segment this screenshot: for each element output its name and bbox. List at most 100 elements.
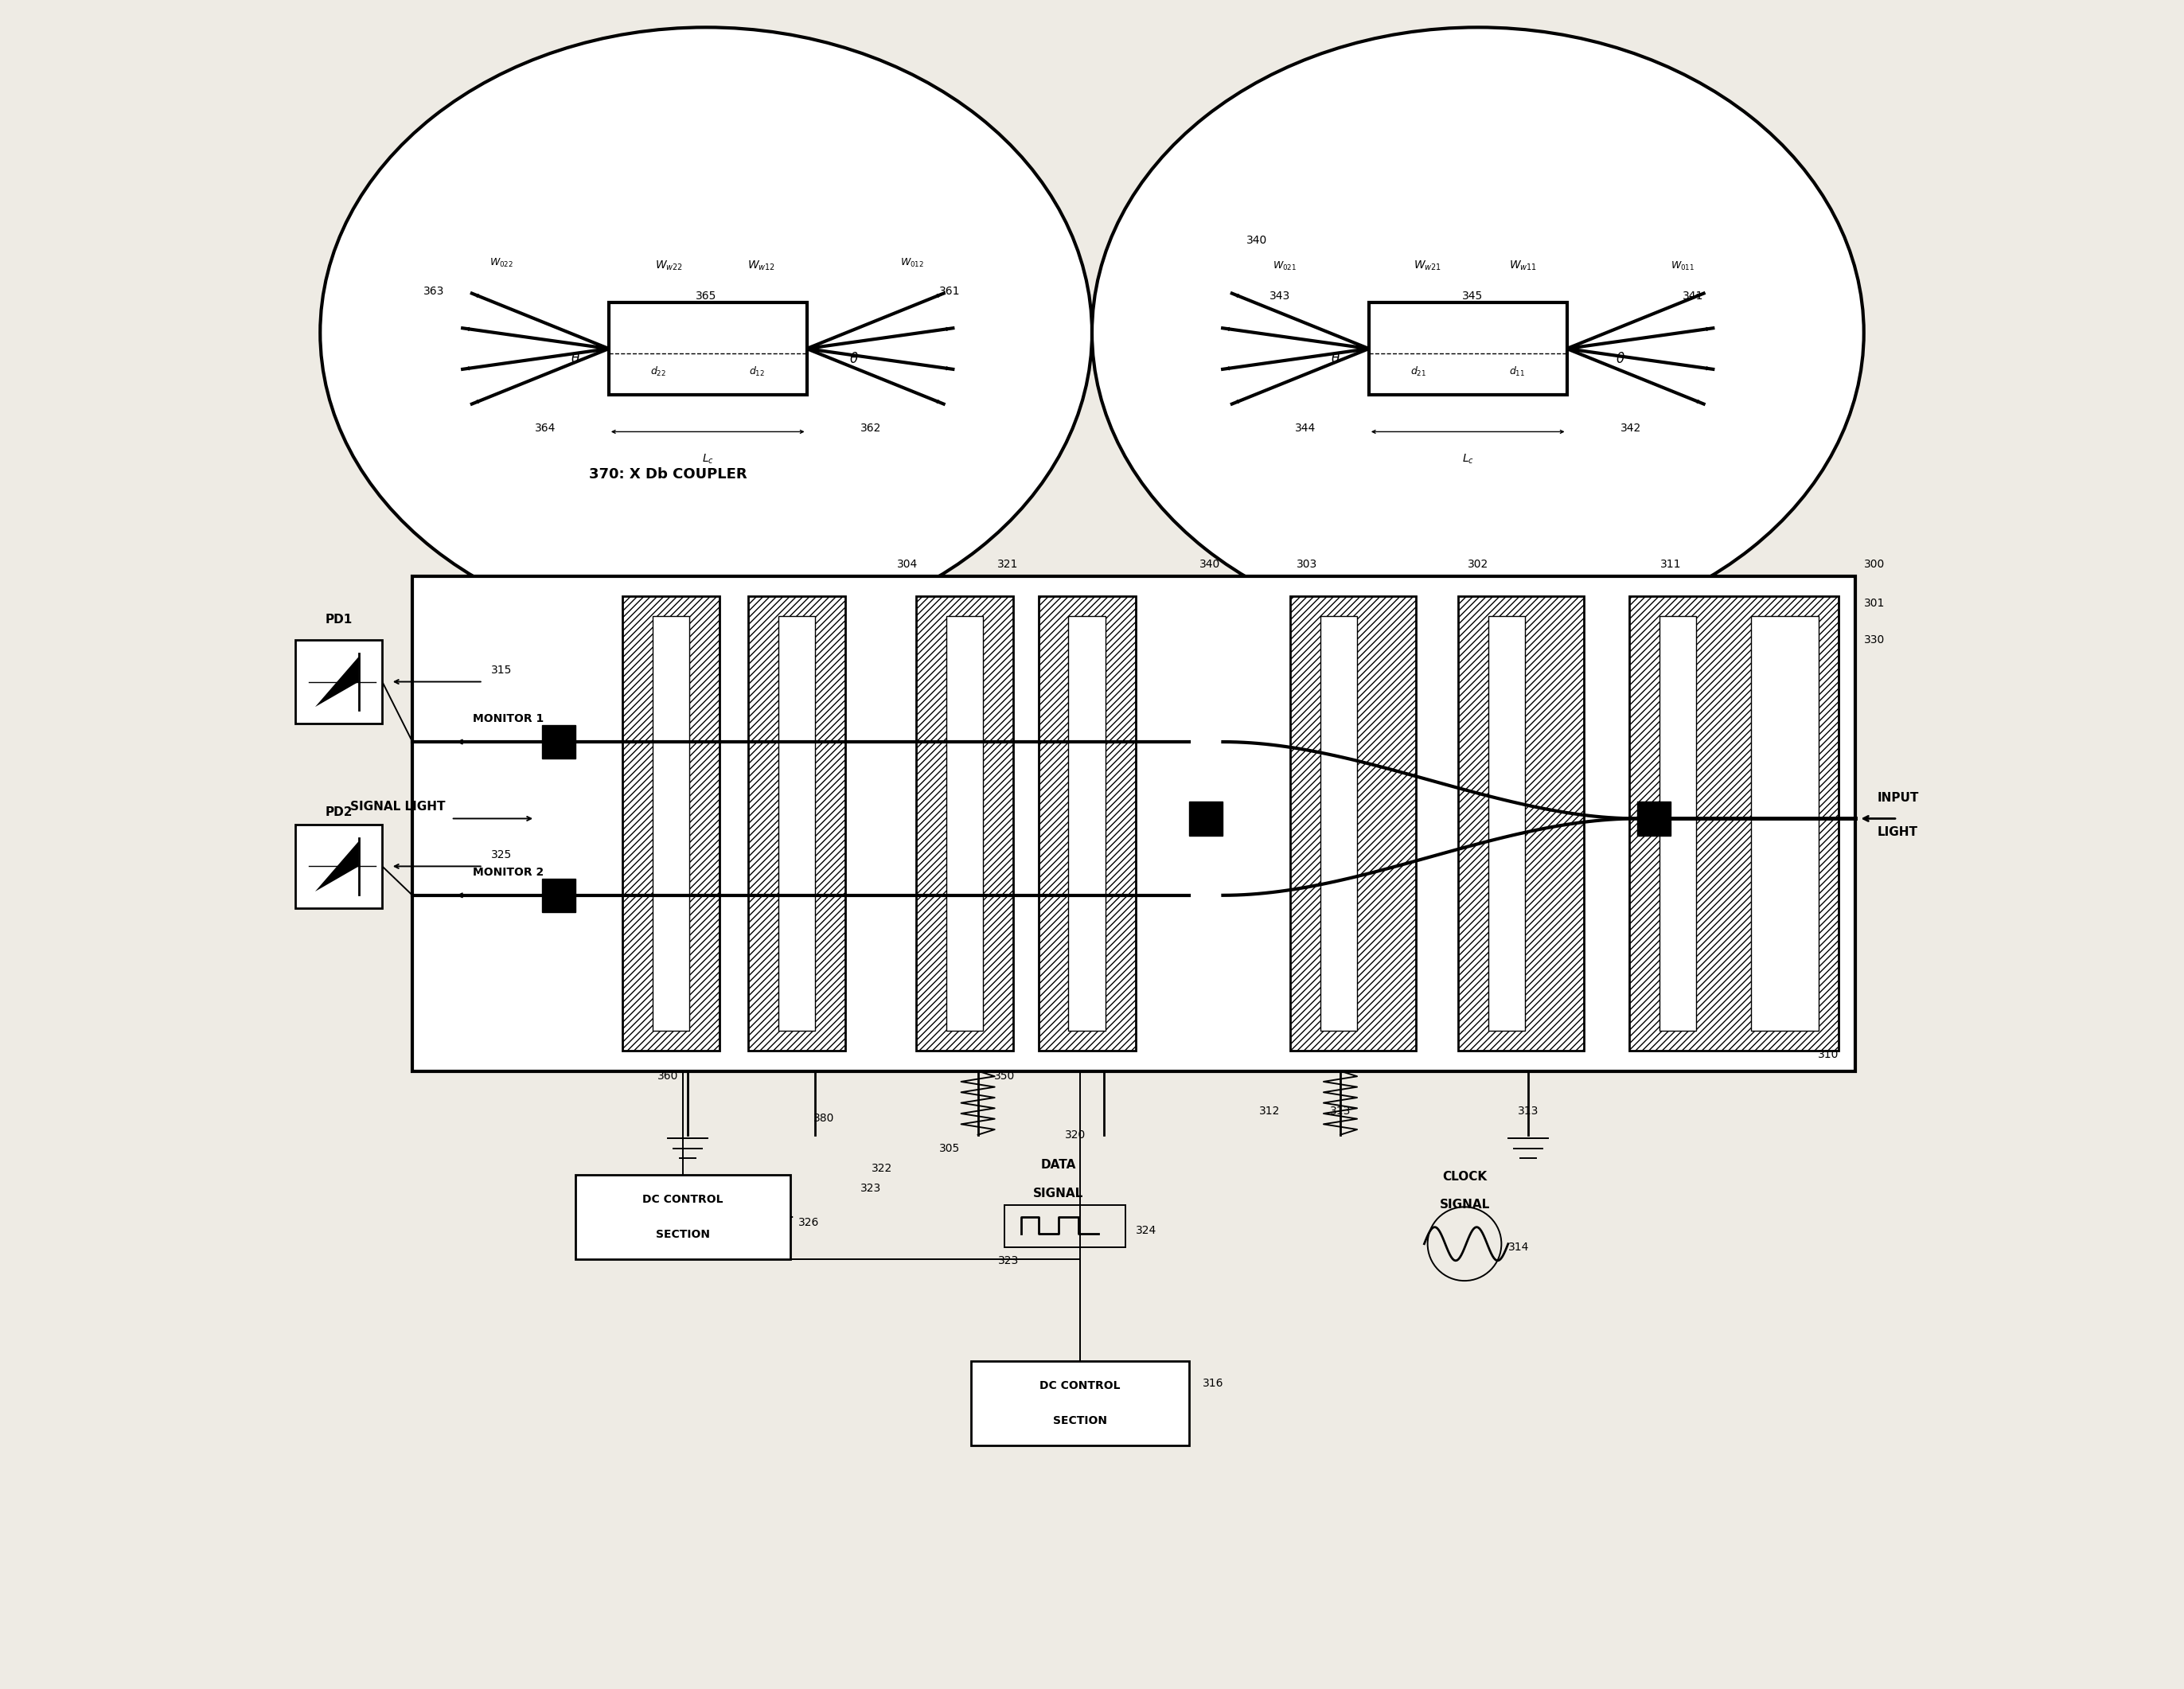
Bar	[542, 878, 574, 912]
Text: 360: 360	[657, 1071, 677, 1081]
Text: $W_{w21}$: $W_{w21}$	[1413, 260, 1441, 272]
Text: 370: X Db COUPLER: 370: X Db COUPLER	[590, 468, 747, 481]
Text: $W_{w22}$: $W_{w22}$	[655, 260, 684, 272]
Text: 344: 344	[1295, 422, 1315, 434]
Text: 361: 361	[939, 285, 961, 297]
Bar	[1005, 1206, 1125, 1246]
Text: $W_{w11}$: $W_{w11}$	[1509, 260, 1538, 272]
Text: 321: 321	[998, 559, 1018, 569]
Text: SIGNAL LIGHT: SIGNAL LIGHT	[349, 801, 446, 812]
Text: 326: 326	[799, 1216, 819, 1228]
Bar	[1487, 616, 1524, 1030]
Text: $L_c$: $L_c$	[1461, 453, 1474, 466]
Text: $L_c$: $L_c$	[701, 453, 714, 466]
Text: 300: 300	[1863, 559, 1885, 569]
Bar	[1037, 596, 1136, 1051]
Bar	[778, 616, 815, 1030]
Bar	[1369, 302, 1566, 395]
Bar	[574, 1176, 791, 1258]
Text: MONITOR 2: MONITOR 2	[472, 866, 544, 878]
Bar	[1457, 596, 1583, 1051]
Polygon shape	[314, 657, 358, 708]
Text: 320: 320	[1066, 1130, 1085, 1140]
Bar	[1629, 596, 1839, 1051]
Text: 323: 323	[860, 1182, 880, 1194]
Bar	[972, 1361, 1190, 1446]
Text: LIGHT: LIGHT	[1878, 826, 1918, 838]
Text: 364: 364	[535, 422, 555, 434]
Text: SIGNAL: SIGNAL	[1439, 1199, 1489, 1211]
Text: SIGNAL: SIGNAL	[1033, 1187, 1083, 1199]
Text: $W_{021}$: $W_{021}$	[1273, 260, 1297, 272]
Text: 342: 342	[1621, 422, 1640, 434]
Text: 324: 324	[1136, 1225, 1158, 1236]
Bar	[295, 824, 382, 909]
Text: 380: 380	[812, 1113, 834, 1123]
Text: INPUT: INPUT	[1878, 792, 1920, 804]
Text: 303: 303	[1297, 559, 1317, 569]
Text: 325: 325	[491, 850, 513, 860]
Text: 313: 313	[1330, 1106, 1352, 1116]
Text: 365: 365	[695, 291, 716, 302]
Polygon shape	[314, 841, 358, 892]
Text: $d_{12}$: $d_{12}$	[749, 365, 764, 378]
Text: 340: 340	[1247, 235, 1267, 247]
Text: SECTION: SECTION	[655, 1230, 710, 1240]
Text: PD1: PD1	[325, 613, 352, 625]
Bar	[1291, 596, 1415, 1051]
Text: 343: 343	[1269, 291, 1291, 302]
Text: $\theta$: $\theta$	[570, 351, 581, 367]
Bar	[622, 596, 719, 1051]
Text: DC CONTROL: DC CONTROL	[1040, 1380, 1120, 1392]
Text: $W_{011}$: $W_{011}$	[1671, 260, 1695, 272]
Bar	[653, 616, 690, 1030]
Text: $W_{w12}$: $W_{w12}$	[747, 260, 775, 272]
Bar	[542, 725, 574, 758]
Text: 345: 345	[1463, 291, 1483, 302]
Text: $\theta$: $\theta$	[1616, 351, 1625, 367]
Text: 340: 340	[1199, 559, 1221, 569]
Bar	[1660, 616, 1697, 1030]
Bar	[1068, 616, 1105, 1030]
Text: SECTION: SECTION	[1053, 1415, 1107, 1427]
Text: PD2: PD2	[325, 806, 352, 819]
Text: $\theta$: $\theta$	[1330, 351, 1341, 367]
Text: $\theta$: $\theta$	[850, 351, 858, 367]
Text: 330: 330	[1863, 635, 1885, 645]
Bar	[609, 302, 806, 395]
Text: 323: 323	[998, 1255, 1018, 1267]
Text: 305: 305	[939, 1143, 959, 1154]
Ellipse shape	[1092, 27, 1863, 638]
Bar	[749, 596, 845, 1051]
Bar	[946, 616, 983, 1030]
Text: 311: 311	[1660, 559, 1682, 569]
Text: 304: 304	[898, 559, 917, 569]
Text: MONITOR 1: MONITOR 1	[472, 713, 544, 725]
Bar	[1638, 802, 1671, 836]
Text: DATA: DATA	[1042, 1159, 1077, 1170]
Text: $d_{22}$: $d_{22}$	[651, 365, 666, 378]
Text: $W_{012}$: $W_{012}$	[900, 257, 924, 269]
Bar	[1190, 802, 1223, 836]
Text: $d_{21}$: $d_{21}$	[1411, 365, 1426, 378]
Text: 302: 302	[1468, 559, 1487, 569]
Text: 301: 301	[1863, 598, 1885, 608]
Ellipse shape	[321, 27, 1092, 638]
Text: CLOCK: CLOCK	[1441, 1170, 1487, 1182]
Bar	[413, 576, 1856, 1071]
Text: 313: 313	[1518, 1106, 1540, 1116]
Text: 341: 341	[1682, 291, 1704, 302]
Bar	[1319, 616, 1356, 1030]
Bar	[295, 640, 382, 723]
Text: 363: 363	[424, 285, 446, 297]
Text: $W_{022}$: $W_{022}$	[489, 257, 513, 269]
Text: $d_{11}$: $d_{11}$	[1509, 365, 1524, 378]
Text: 322: 322	[871, 1164, 893, 1174]
Text: 316: 316	[1203, 1378, 1223, 1388]
Text: 310: 310	[1817, 1049, 1839, 1061]
Text: 362: 362	[860, 422, 880, 434]
Text: 350: 350	[994, 1071, 1016, 1081]
Text: 315: 315	[491, 664, 513, 676]
Bar	[915, 596, 1013, 1051]
Text: DC CONTROL: DC CONTROL	[642, 1194, 723, 1206]
